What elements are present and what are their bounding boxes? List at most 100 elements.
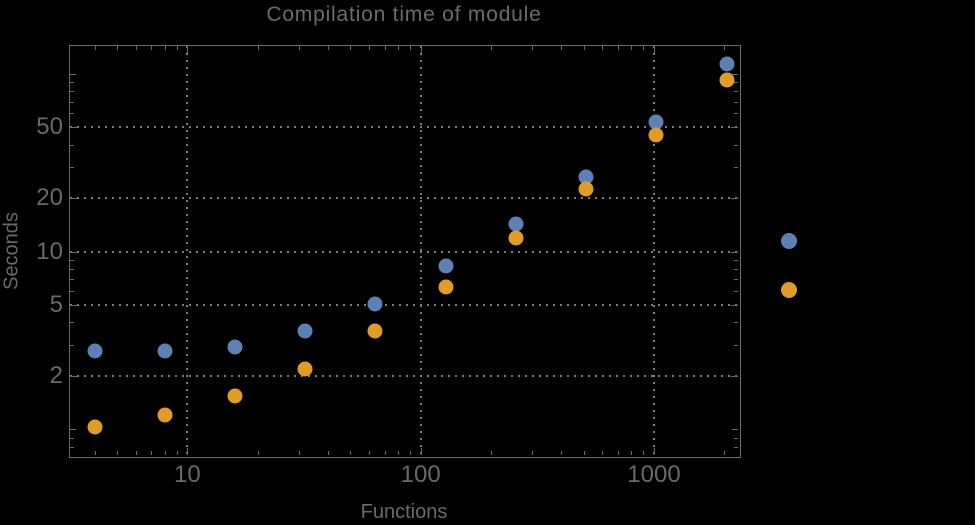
x-tick-top-40	[327, 46, 329, 50]
legend-marker-blue	[781, 233, 797, 249]
x-tick-top-5	[117, 46, 119, 50]
x-tick-top-60	[368, 46, 370, 50]
y-tick-right-4	[734, 322, 738, 324]
y-tick-right-3	[734, 344, 738, 346]
x-tick-top-800	[631, 46, 633, 50]
data-point-series-1-blue-x8	[157, 343, 173, 359]
x-tick-bottom-4	[94, 451, 96, 455]
y-tick-label-20: 20	[36, 184, 63, 212]
data-point-series-2-orange-x1024	[648, 127, 664, 143]
x-tick-bottom-1000	[654, 448, 655, 455]
y-tick-label-50: 50	[36, 113, 63, 141]
legend-marker-orange	[781, 282, 797, 298]
data-point-series-2-orange-x512	[578, 181, 594, 197]
gridline-y-20	[70, 197, 738, 200]
chart-title: Compilation time of module	[266, 3, 542, 26]
x-tick-label-10: 10	[174, 461, 201, 488]
y-tick-right-50	[731, 127, 738, 129]
x-tick-bottom-8	[164, 451, 166, 455]
y-tick-right-0.8	[734, 446, 738, 448]
x-tick-bottom-60	[368, 451, 370, 455]
x-tick-top-2000	[724, 46, 726, 50]
y-tick-right-60	[734, 113, 738, 115]
y-tick-left-8	[70, 268, 74, 270]
x-tick-top-900	[643, 46, 645, 50]
x-tick-top-90	[410, 46, 412, 50]
gridline-y-50	[70, 126, 738, 129]
y-tick-left-50	[70, 127, 77, 129]
y-tick-right-90	[734, 82, 738, 84]
y-tick-right-70	[734, 101, 738, 103]
y-tick-left-6	[70, 291, 74, 293]
y-tick-left-7	[70, 279, 74, 281]
y-tick-right-8	[734, 268, 738, 270]
plot-frame	[69, 45, 741, 458]
x-tick-bottom-50	[350, 451, 352, 455]
y-tick-right-40	[734, 144, 738, 146]
x-tick-bottom-100	[420, 448, 422, 455]
x-tick-top-400	[561, 46, 563, 50]
x-tick-top-20	[257, 46, 259, 50]
x-tick-bottom-900	[643, 451, 645, 455]
gridline-x-10	[186, 46, 189, 455]
x-tick-top-9	[176, 46, 178, 50]
y-tick-right-80	[734, 91, 738, 93]
y-tick-left-3	[70, 344, 74, 346]
y-tick-left-9	[70, 259, 74, 261]
x-tick-top-8	[164, 46, 166, 50]
data-point-series-1-blue-x64	[367, 296, 383, 312]
data-point-series-2-orange-x32	[297, 361, 313, 377]
data-point-series-1-blue-x4	[87, 343, 103, 359]
y-tick-left-60	[70, 113, 74, 115]
y-tick-left-0.8	[70, 446, 74, 448]
x-tick-top-500	[583, 46, 585, 50]
data-point-series-2-orange-x64	[367, 323, 383, 339]
y-tick-left-100	[70, 73, 76, 75]
gridline-y-10	[70, 250, 738, 253]
y-tick-left-70	[70, 101, 74, 103]
y-tick-left-30	[70, 166, 74, 168]
x-tick-top-700	[617, 46, 619, 50]
y-tick-right-10	[731, 251, 738, 253]
x-tick-top-1000	[654, 46, 655, 53]
x-tick-bottom-9	[176, 451, 178, 455]
y-tick-right-1	[732, 429, 738, 431]
gridline-y-5	[70, 304, 738, 307]
y-tick-right-6	[734, 291, 738, 293]
x-tick-top-200	[490, 46, 492, 50]
y-tick-left-90	[70, 82, 74, 84]
x-tick-bottom-20	[257, 451, 259, 455]
y-tick-label-10: 10	[36, 237, 63, 265]
x-tick-top-100	[420, 46, 422, 53]
y-tick-right-30	[734, 166, 738, 168]
x-tick-bottom-400	[561, 451, 563, 455]
x-tick-bottom-40	[327, 451, 329, 455]
x-tick-top-4	[94, 46, 96, 50]
y-tick-left-4	[70, 322, 74, 324]
data-point-series-1-blue-x32	[297, 323, 313, 339]
x-tick-top-300	[532, 46, 533, 50]
x-tick-bottom-200	[490, 451, 492, 455]
y-tick-right-0.9	[734, 437, 738, 439]
x-tick-bottom-700	[617, 451, 619, 455]
y-tick-left-10	[70, 251, 77, 253]
data-point-series-1-blue-x16	[227, 339, 243, 355]
x-tick-bottom-7	[151, 451, 153, 455]
y-tick-right-7	[734, 279, 738, 281]
y-tick-right-2	[731, 375, 738, 377]
y-tick-right-9	[734, 259, 738, 261]
x-tick-bottom-600	[602, 451, 604, 455]
y-tick-right-100	[732, 73, 738, 75]
x-tick-top-80	[398, 46, 400, 50]
data-point-series-2-orange-x8	[157, 407, 173, 423]
x-tick-top-7	[151, 46, 153, 50]
x-tick-bottom-90	[410, 451, 412, 455]
y-tick-right-5	[731, 305, 738, 307]
x-tick-bottom-800	[631, 451, 633, 455]
x-axis-label: Functions	[360, 501, 448, 523]
y-tick-label-5: 5	[49, 291, 63, 319]
gridline-x-1000	[653, 46, 655, 455]
x-tick-top-10	[187, 46, 189, 53]
x-tick-top-70	[384, 46, 386, 50]
